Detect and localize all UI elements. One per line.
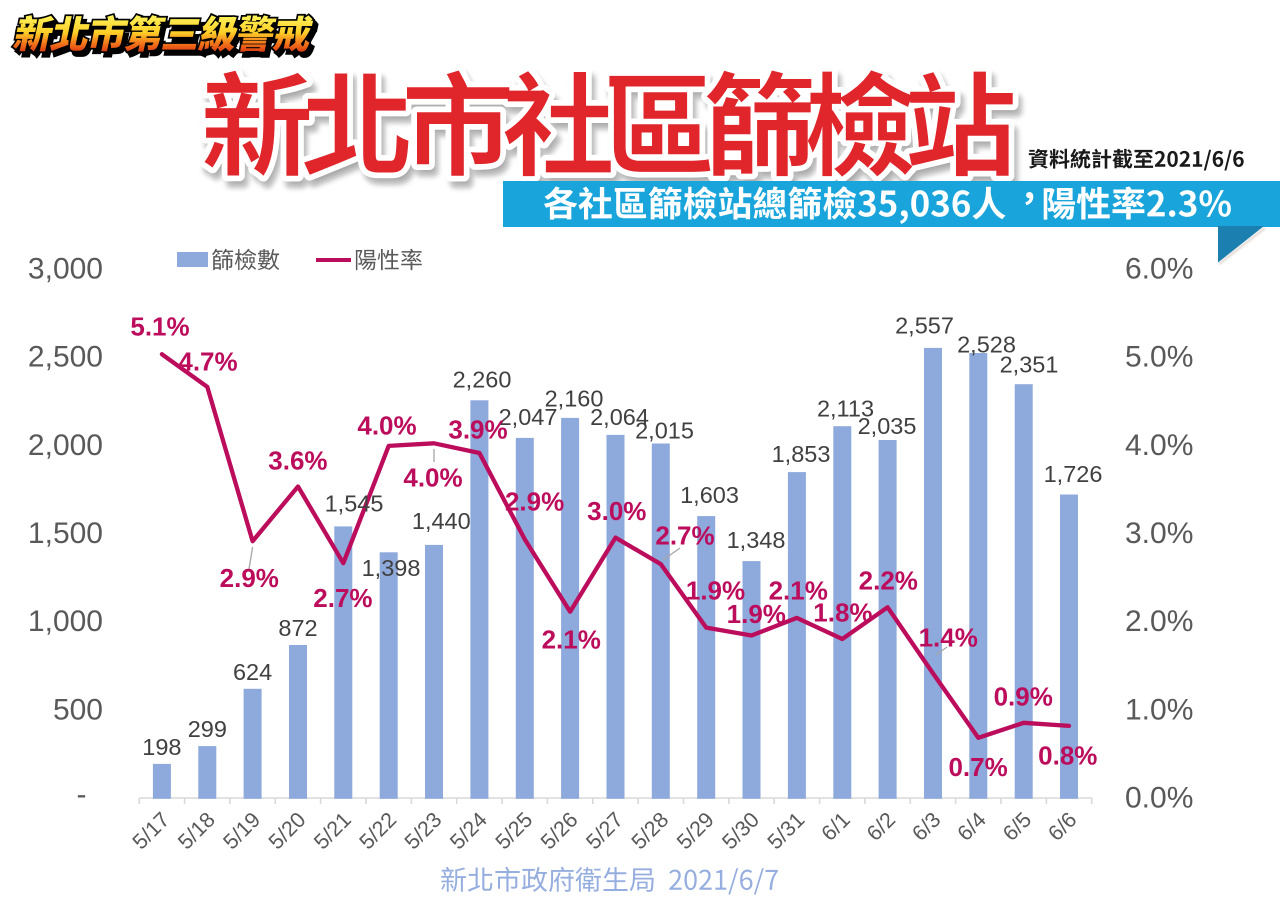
svg-text:2,047: 2,047 <box>499 404 558 430</box>
svg-text:3,000: 3,000 <box>28 253 103 286</box>
svg-text:4.7%: 4.7% <box>178 347 237 377</box>
svg-text:1,500: 1,500 <box>28 517 103 550</box>
svg-text:1.9%: 1.9% <box>727 599 786 629</box>
svg-text:2,260: 2,260 <box>453 367 512 393</box>
svg-text:1,603: 1,603 <box>680 482 739 508</box>
svg-text:2,160: 2,160 <box>545 386 604 412</box>
svg-text:1,726: 1,726 <box>1044 461 1103 487</box>
svg-text:5/20: 5/20 <box>264 808 311 855</box>
svg-text:5/22: 5/22 <box>355 808 402 855</box>
svg-text:6/4: 6/4 <box>953 808 991 846</box>
svg-text:6/1: 6/1 <box>817 808 855 846</box>
svg-text:3.0%: 3.0% <box>587 496 646 526</box>
svg-text:6/6: 6/6 <box>1043 808 1081 846</box>
svg-text:198: 198 <box>142 734 181 760</box>
svg-text:6/5: 6/5 <box>998 808 1036 846</box>
svg-text:2,000: 2,000 <box>28 429 103 462</box>
svg-text:0.7%: 0.7% <box>948 752 1007 782</box>
svg-text:0.8%: 0.8% <box>1038 741 1097 771</box>
svg-text:4.0%: 4.0% <box>403 463 462 493</box>
svg-text:5/17: 5/17 <box>128 808 175 855</box>
svg-text:500: 500 <box>53 693 103 726</box>
svg-text:2.7%: 2.7% <box>313 583 372 613</box>
svg-text:1,348: 1,348 <box>727 527 786 553</box>
svg-text:2.9%: 2.9% <box>220 563 279 593</box>
svg-text:2.0%: 2.0% <box>1125 605 1193 638</box>
svg-text:2,035: 2,035 <box>858 413 917 439</box>
svg-text:2,528: 2,528 <box>957 332 1016 358</box>
svg-text:1.8%: 1.8% <box>813 597 872 627</box>
svg-text:1,853: 1,853 <box>772 441 831 467</box>
svg-text:872: 872 <box>278 615 317 641</box>
svg-text:3.6%: 3.6% <box>268 446 327 476</box>
svg-text:4.0%: 4.0% <box>357 411 416 441</box>
svg-text:2.7%: 2.7% <box>655 521 714 551</box>
svg-text:5/18: 5/18 <box>173 808 220 855</box>
svg-text:2.9%: 2.9% <box>505 486 564 516</box>
svg-text:5/19: 5/19 <box>219 808 266 855</box>
svg-text:2,500: 2,500 <box>28 341 103 374</box>
svg-text:1,000: 1,000 <box>28 605 103 638</box>
svg-text:5/21: 5/21 <box>309 808 356 855</box>
svg-text:2,015: 2,015 <box>635 418 694 444</box>
svg-text:3.9%: 3.9% <box>448 415 507 445</box>
svg-text:2.1%: 2.1% <box>542 625 601 655</box>
svg-text:1,545: 1,545 <box>325 490 384 516</box>
svg-text:0.0%: 0.0% <box>1125 782 1193 815</box>
svg-text:-: - <box>77 778 87 811</box>
svg-text:1.0%: 1.0% <box>1125 693 1193 726</box>
svg-text:2,351: 2,351 <box>1000 352 1059 378</box>
svg-text:1.4%: 1.4% <box>919 623 978 653</box>
svg-text:6/3: 6/3 <box>907 808 945 846</box>
svg-text:2.1%: 2.1% <box>769 575 828 605</box>
svg-text:6.0%: 6.0% <box>1125 253 1193 286</box>
svg-text:1,398: 1,398 <box>362 555 421 581</box>
svg-text:6/2: 6/2 <box>862 808 900 846</box>
svg-text:3.0%: 3.0% <box>1125 517 1193 550</box>
svg-text:1.9%: 1.9% <box>686 575 745 605</box>
svg-text:1,440: 1,440 <box>412 508 471 534</box>
svg-text:2,064: 2,064 <box>590 404 649 430</box>
svg-text:2,557: 2,557 <box>895 313 954 339</box>
svg-text:624: 624 <box>233 659 272 685</box>
svg-text:4.0%: 4.0% <box>1125 429 1193 462</box>
svg-text:2,113: 2,113 <box>817 396 874 422</box>
svg-text:2.2%: 2.2% <box>859 566 918 596</box>
svg-text:5.1%: 5.1% <box>130 312 189 342</box>
svg-text:0.9%: 0.9% <box>994 682 1053 712</box>
svg-text:5.0%: 5.0% <box>1125 341 1193 374</box>
svg-text:299: 299 <box>188 716 227 742</box>
